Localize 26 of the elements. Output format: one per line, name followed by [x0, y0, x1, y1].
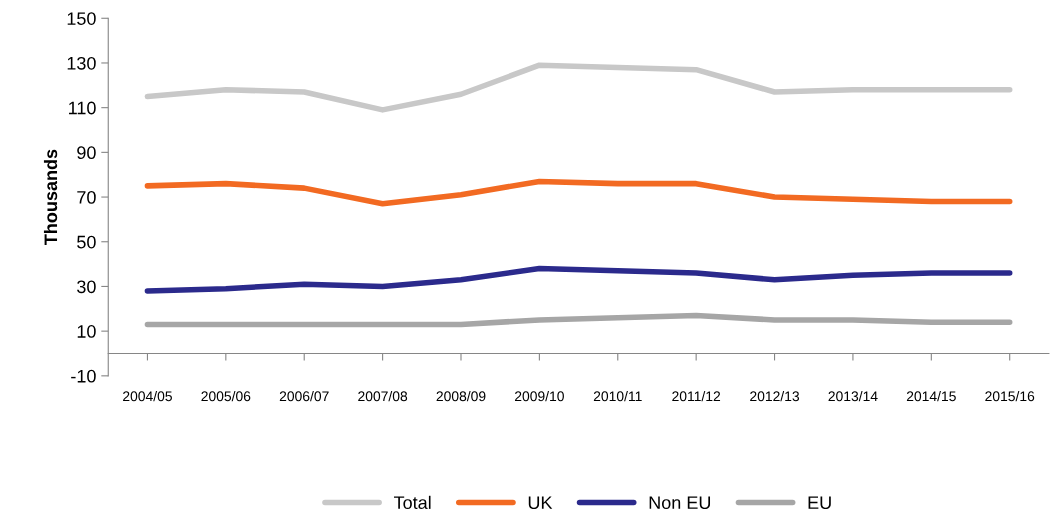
- y-tick-label: 150: [67, 12, 96, 25]
- y-tick-label: 50: [77, 235, 96, 249]
- y-tick-label: 110: [69, 101, 96, 115]
- legend-label: Non EU: [649, 496, 711, 510]
- legend-label: UK: [528, 496, 553, 510]
- x-tick-label: 2007/08: [358, 390, 408, 402]
- x-tick-label: 2010/11: [593, 390, 642, 402]
- x-tick-label: 2015/16: [985, 390, 1035, 402]
- y-axis-title: Thousands: [43, 149, 58, 245]
- y-tick-label: 70: [77, 190, 96, 204]
- x-tick-label: 2008/09: [436, 390, 486, 402]
- x-tick-label: 2004/05: [123, 390, 172, 402]
- legend-label: Total: [393, 495, 431, 510]
- y-tick-label: -10: [71, 369, 96, 383]
- y-tick-label: 30: [77, 280, 96, 294]
- y-tick-label: 10: [77, 325, 96, 338]
- y-tick-label: 90: [77, 146, 96, 160]
- x-tick-label: 2009/10: [514, 390, 564, 402]
- x-tick-label: 2005/06: [201, 390, 251, 402]
- x-tick-label: 2011/12: [672, 390, 721, 402]
- x-tick-label: 2006/07: [279, 390, 329, 402]
- x-tick-label: 2013/14: [828, 390, 878, 402]
- legend-label: EU: [808, 496, 831, 510]
- y-tick-label: 130: [67, 56, 96, 70]
- x-tick-label: 2014/15: [906, 390, 956, 402]
- x-tick-label: 2012/13: [750, 390, 800, 402]
